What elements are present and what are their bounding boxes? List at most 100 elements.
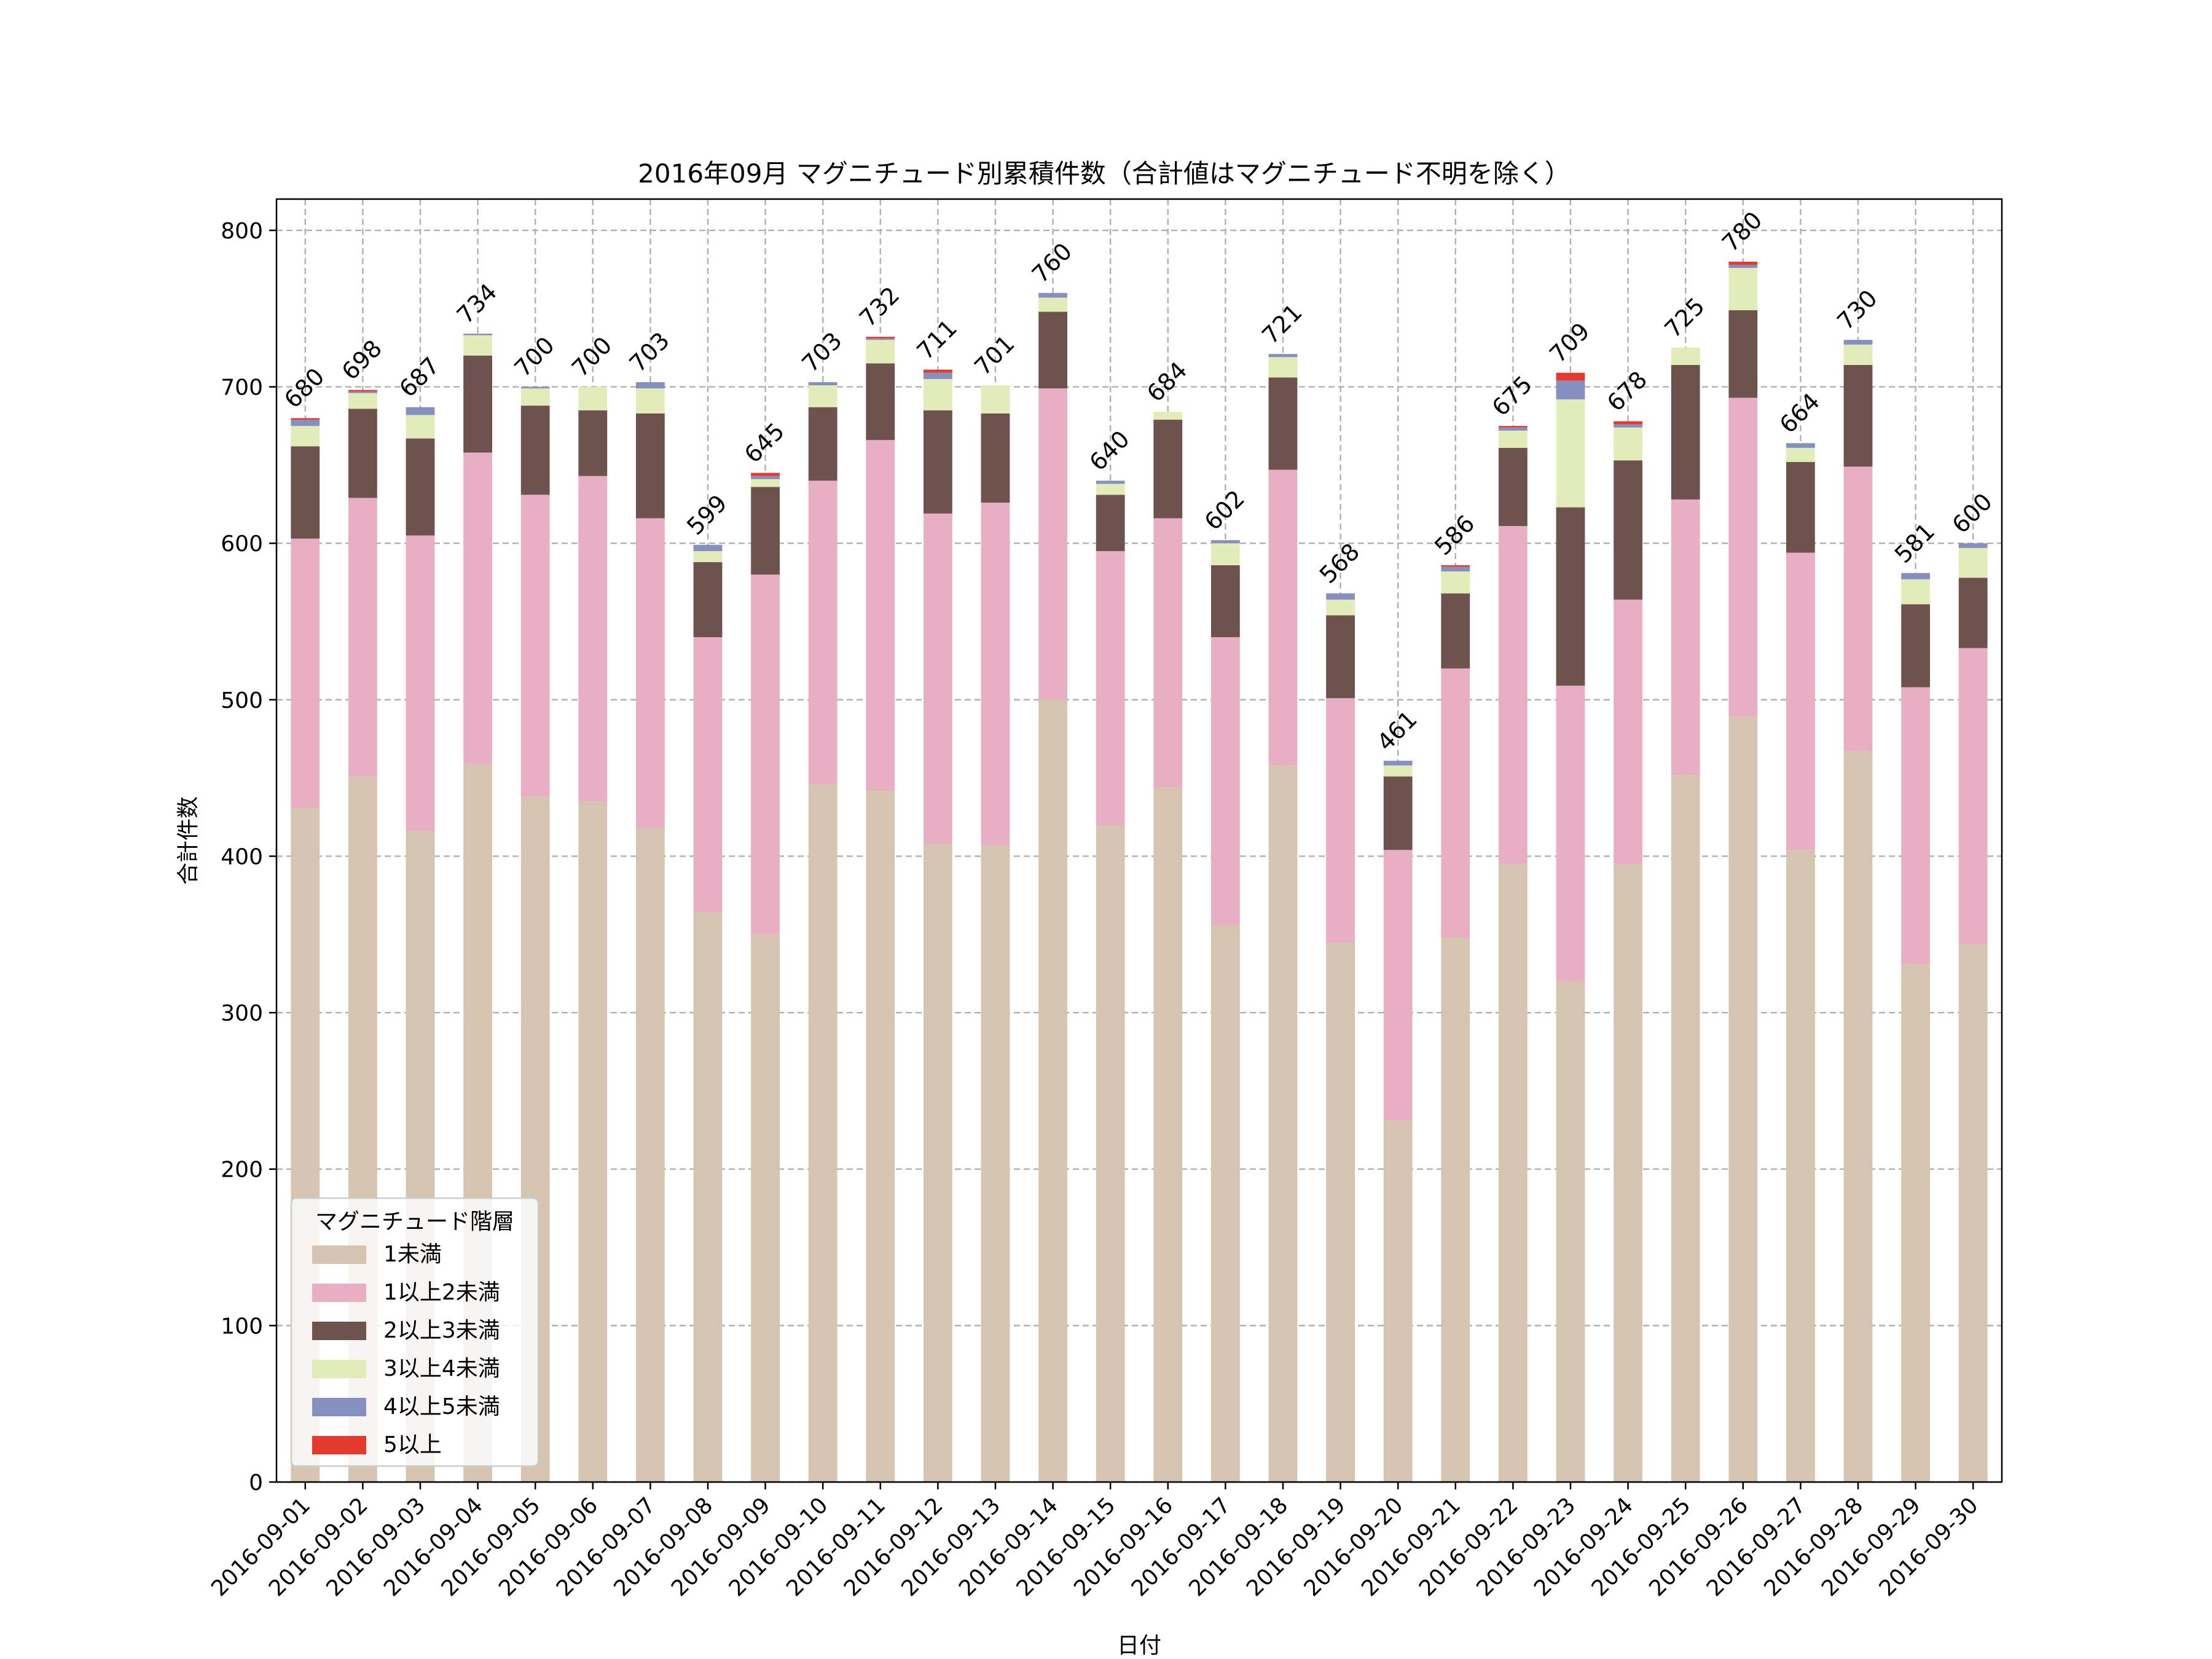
bar-segment [1728, 716, 1758, 1482]
bar-segment [1728, 264, 1758, 269]
legend-swatch [312, 1436, 366, 1454]
bar-segment [406, 438, 435, 536]
bar-segment [1556, 685, 1585, 982]
bar-segment [866, 363, 895, 441]
bar-segment [1556, 981, 1585, 1482]
bar-segment [1786, 461, 1815, 553]
bar-segment [1326, 599, 1355, 616]
bar-segment [924, 372, 952, 379]
bar-segment [1499, 426, 1528, 428]
x-axis: 2016-09-012016-09-022016-09-032016-09-04… [206, 1482, 1983, 1601]
bar-segment [1901, 579, 1930, 605]
bar-segment [1671, 775, 1700, 1482]
bar-segment [1326, 615, 1355, 699]
bar-segment [1326, 942, 1355, 1482]
total-label: 700 [567, 332, 617, 382]
bar-segment [693, 637, 723, 913]
bar-segment [1901, 964, 1930, 1482]
bar-segment [1556, 372, 1585, 381]
bar-segment [1556, 399, 1585, 508]
bar-segment [981, 502, 1010, 845]
bar-segment [1441, 937, 1470, 1482]
bar-segment [1556, 507, 1585, 686]
x-tick-label: 2016-09-01 [206, 1492, 315, 1601]
bar-segment [1211, 925, 1240, 1482]
bar-segment [578, 410, 608, 476]
total-label: 698 [337, 335, 387, 385]
total-label: 711 [912, 315, 962, 365]
bar-segment [520, 406, 550, 495]
bar-segment [348, 390, 377, 392]
legend-title: マグニチュード階層 [315, 1209, 514, 1234]
bar-segment [1096, 484, 1125, 495]
total-label: 701 [969, 330, 1019, 380]
bar-segment [981, 845, 1010, 1482]
bar-segment [1268, 354, 1298, 358]
bar-segment [1441, 565, 1470, 567]
bar-segment [1614, 424, 1642, 428]
bar-segment [520, 495, 550, 797]
bar-segment [1614, 427, 1642, 461]
total-label: 721 [1257, 299, 1307, 349]
bar-segment [1096, 551, 1125, 825]
bar-segment [1211, 540, 1240, 544]
bar-segment [1843, 344, 1873, 365]
bar-segment [636, 413, 665, 519]
bar-segment [463, 335, 492, 356]
bar-segment [1441, 571, 1470, 594]
bar-segment [1671, 364, 1700, 500]
bar-segment [520, 386, 550, 389]
bar-segment [1958, 578, 1988, 648]
y-tick-label: 200 [221, 1158, 263, 1183]
plot-frame [275, 198, 2003, 1483]
bar-segment [808, 407, 837, 481]
total-label: 760 [1027, 238, 1077, 288]
bar-segment [751, 575, 780, 935]
bar-segment [1038, 699, 1067, 1482]
total-label: 703 [624, 327, 675, 377]
y-tick-label: 600 [221, 531, 263, 557]
bar-segment [406, 415, 435, 439]
bar-segment [1383, 850, 1413, 1121]
legend-swatch [312, 1284, 366, 1302]
bar-segment [1786, 552, 1815, 850]
total-label: 709 [1544, 318, 1594, 368]
bar-segment [1556, 380, 1585, 399]
bar-segment [348, 393, 377, 409]
bar-segment [1383, 1120, 1413, 1482]
y-axis: 0 100 200 300 400 500 600 700 800 [221, 219, 276, 1496]
legend-label: 4以上5未満 [383, 1394, 500, 1419]
bar-segment [636, 382, 665, 389]
bar-segment [1958, 543, 1988, 548]
bar-segment [1728, 268, 1758, 310]
bar-segment [751, 479, 780, 487]
y-tick-label: 100 [221, 1314, 263, 1339]
bar-segment [1038, 297, 1067, 312]
total-label: 675 [1487, 371, 1537, 421]
bar-segment [1499, 447, 1528, 527]
total-label: 687 [394, 352, 444, 402]
bar-segment [1326, 593, 1355, 600]
bar-segment [1268, 377, 1298, 470]
bar-segment [693, 912, 723, 1482]
bar-segment [1614, 864, 1642, 1482]
bar-segment [348, 498, 377, 777]
total-label: 678 [1602, 366, 1652, 417]
legend-swatch [312, 1398, 366, 1416]
bar-segment [1843, 466, 1873, 751]
total-label: 680 [279, 363, 329, 413]
bar-segment [463, 355, 492, 453]
bar-segment [1786, 447, 1815, 462]
total-label: 640 [1084, 425, 1134, 476]
bar-segment [636, 388, 665, 414]
legend: マグニチュード階層 1未満 1以上2未満 2以上3未満 3以上4未満 4以上5未満 5以上 [290, 1197, 539, 1467]
bar-segment [751, 487, 780, 575]
bar-segment [1786, 850, 1815, 1482]
total-label: 725 [1659, 292, 1709, 343]
bar-segment [578, 476, 608, 802]
bar-segment [924, 410, 952, 514]
bar-segment [1038, 388, 1067, 700]
bar-segment [693, 551, 723, 562]
bar-segment [1901, 687, 1930, 965]
bar-segment [808, 382, 837, 386]
